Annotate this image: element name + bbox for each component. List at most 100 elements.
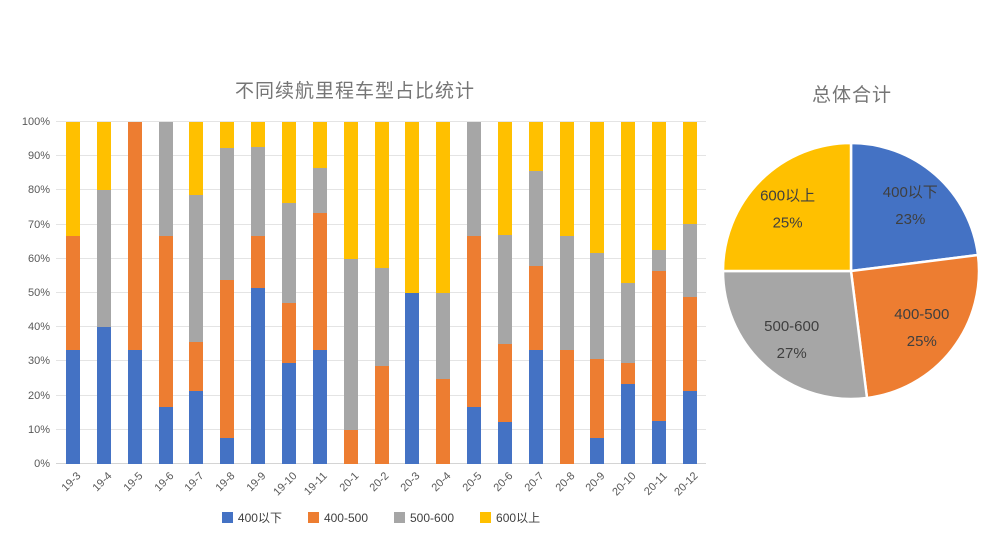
- legend-item[interactable]: 400以下: [221, 509, 282, 526]
- bar-segment[interactable]: [220, 437, 235, 464]
- bar-segment[interactable]: [66, 122, 80, 237]
- bar-segment[interactable]: [467, 122, 482, 236]
- gridline: [56, 121, 706, 122]
- bar-segment[interactable]: [683, 390, 697, 464]
- bar-segment[interactable]: [652, 122, 667, 251]
- bar-segment[interactable]: [467, 235, 482, 407]
- bar-segment[interactable]: [559, 236, 574, 351]
- legend-item[interactable]: 400-500: [307, 509, 368, 526]
- bar-segment[interactable]: [436, 122, 451, 293]
- y-tick-label: 100%: [21, 116, 50, 128]
- bar-segment[interactable]: [374, 268, 389, 367]
- bar-column: [96, 122, 111, 464]
- bar-plot-area: 0% 10% 20% 30% 40% 50% 60% 70% 80% 90% 100% 19-3 19-…: [22, 116, 706, 498]
- bar-segment[interactable]: [559, 350, 574, 464]
- bar-segment[interactable]: [343, 258, 358, 430]
- bar-segment[interactable]: [312, 122, 327, 168]
- bar-segment[interactable]: [590, 358, 605, 438]
- bar-segment[interactable]: [405, 293, 420, 464]
- bar-segment[interactable]: [312, 350, 327, 464]
- bar-segment[interactable]: [590, 122, 605, 254]
- bar-column: [220, 122, 235, 464]
- x-tick-label: 20-4: [429, 470, 454, 495]
- legend-item[interactable]: 600以上: [480, 509, 540, 526]
- bar-segment[interactable]: [96, 122, 111, 191]
- pie-slice-label: 27%: [777, 345, 807, 362]
- bar-segment[interactable]: [281, 202, 296, 304]
- bar-segment[interactable]: [621, 363, 636, 384]
- bar-segment[interactable]: [189, 390, 204, 464]
- pie-slice[interactable]: [849, 141, 980, 273]
- bar-segment[interactable]: [683, 122, 697, 224]
- bar-segment[interactable]: [652, 250, 667, 272]
- pie-slice[interactable]: [721, 269, 869, 401]
- bar-segment[interactable]: [281, 363, 296, 464]
- bar-segment[interactable]: [220, 122, 235, 149]
- y-tick-label: 0%: [34, 458, 50, 470]
- pie-slice-label: 400-500: [894, 306, 949, 323]
- bar-segment[interactable]: [497, 343, 512, 422]
- bar-segment[interactable]: [189, 341, 204, 391]
- bar-segment[interactable]: [251, 122, 266, 148]
- x-tick-label: 20-5: [460, 470, 485, 495]
- bar-segment[interactable]: [374, 366, 389, 464]
- bar-segment[interactable]: [127, 350, 142, 464]
- pie-slice-label: 500-600: [764, 318, 819, 335]
- bar-column: [405, 122, 420, 464]
- x-tick-label: 19-4: [90, 470, 115, 495]
- bar-segment[interactable]: [343, 122, 358, 259]
- bar-segment[interactable]: [127, 122, 142, 351]
- bar-segment[interactable]: [312, 213, 327, 351]
- bar-segment[interactable]: [497, 234, 512, 344]
- bar-segment[interactable]: [652, 271, 667, 422]
- bar-segment[interactable]: [281, 122, 296, 203]
- bar-segment[interactable]: [497, 122, 512, 235]
- bar-segment[interactable]: [220, 148, 235, 280]
- bar-segment[interactable]: [158, 122, 173, 236]
- bar-segment[interactable]: [189, 122, 204, 196]
- bar-segment[interactable]: [590, 253, 605, 359]
- bar-segment[interactable]: [312, 167, 327, 214]
- bar-segment[interactable]: [683, 297, 697, 391]
- bar-segment[interactable]: [621, 122, 636, 284]
- bar-segment[interactable]: [158, 235, 173, 407]
- y-tick-label: 20%: [27, 389, 50, 402]
- legend-swatch-icon: [221, 512, 233, 523]
- bar-segment[interactable]: [621, 283, 636, 364]
- bar-segment[interactable]: [528, 265, 543, 351]
- bar-segment[interactable]: [436, 378, 451, 464]
- bar-segment[interactable]: [528, 122, 543, 172]
- bar-segment[interactable]: [590, 437, 605, 464]
- bar-segment[interactable]: [66, 236, 80, 351]
- bar-segment[interactable]: [405, 122, 420, 293]
- bar-segment[interactable]: [436, 293, 451, 379]
- bar-segment[interactable]: [158, 406, 173, 464]
- bar-segment[interactable]: [251, 235, 266, 288]
- bar-segment[interactable]: [251, 287, 266, 464]
- pie-slice[interactable]: [849, 253, 981, 400]
- bar-segment[interactable]: [467, 406, 482, 464]
- bar-segment[interactable]: [652, 421, 667, 464]
- bar-segment[interactable]: [528, 171, 543, 266]
- bar-chart-title: 不同续航里程车型占比统计: [234, 81, 475, 102]
- bar-segment[interactable]: [374, 122, 389, 269]
- bar-segment[interactable]: [66, 350, 80, 464]
- bar-segment[interactable]: [497, 421, 512, 464]
- bar-segment[interactable]: [220, 279, 235, 438]
- pie-slice[interactable]: [721, 141, 853, 273]
- bar-column: [467, 122, 482, 464]
- legend-swatch-icon: [394, 512, 405, 523]
- x-tick-label: 19-11: [302, 470, 331, 498]
- bar-segment[interactable]: [528, 350, 543, 464]
- bar-segment[interactable]: [251, 147, 266, 236]
- bar-segment[interactable]: [281, 303, 296, 364]
- legend-item[interactable]: 500-600: [394, 509, 454, 526]
- bar-segment[interactable]: [96, 190, 111, 328]
- bar-segment[interactable]: [621, 383, 636, 464]
- bar-column: [528, 122, 543, 464]
- bar-segment[interactable]: [96, 327, 111, 464]
- bar-segment[interactable]: [343, 429, 358, 464]
- bar-segment[interactable]: [189, 195, 204, 342]
- bar-segment[interactable]: [683, 223, 697, 298]
- bar-segment[interactable]: [559, 122, 574, 237]
